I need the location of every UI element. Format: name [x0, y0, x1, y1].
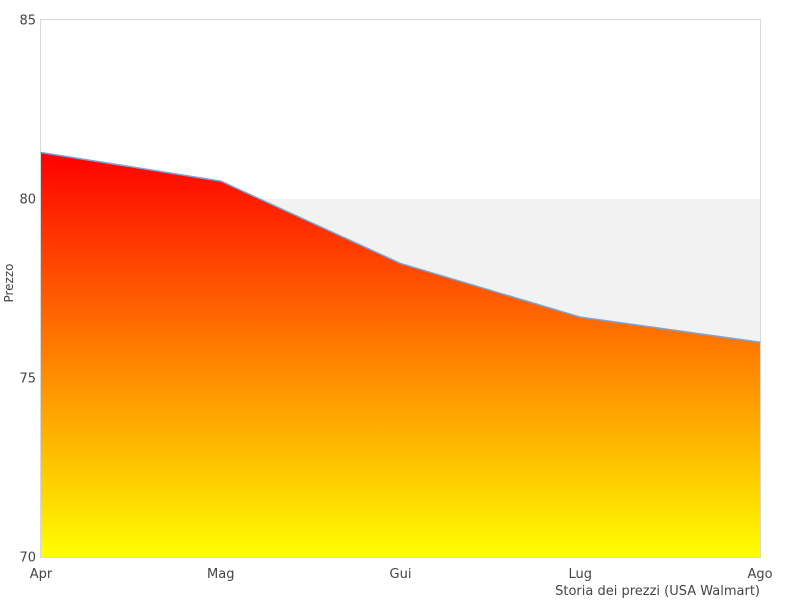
y-tick-label: 70	[19, 551, 36, 566]
chart-caption: Storia dei prezzi (USA Walmart)	[555, 584, 760, 599]
y-tick-label: 75	[19, 372, 36, 387]
price-area	[41, 152, 760, 557]
price-line	[40, 151, 761, 343]
x-tick-label: Lug	[568, 567, 592, 582]
y-axis-title: Prezzo	[2, 263, 16, 303]
y-tick-label: 85	[19, 14, 36, 29]
x-tick-label: Ago	[747, 567, 772, 582]
x-tick-label: Mag	[207, 567, 234, 582]
y-tick-label: 80	[19, 193, 36, 208]
x-tick-label: Gui	[390, 567, 412, 582]
x-tick-label: Apr	[30, 567, 53, 582]
